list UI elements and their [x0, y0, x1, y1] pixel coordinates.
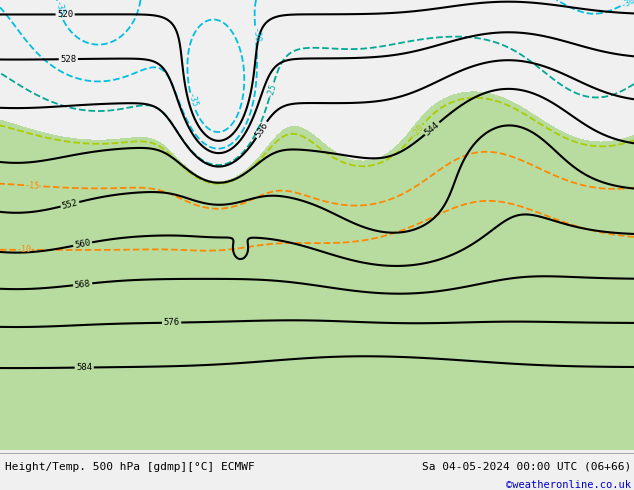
Text: 520: 520 [57, 10, 73, 19]
Text: 536: 536 [254, 121, 269, 139]
Text: -15: -15 [24, 181, 39, 191]
Text: 528: 528 [60, 54, 77, 64]
Text: -20: -20 [409, 122, 426, 140]
Text: Sa 04-05-2024 00:00 UTC (06+66): Sa 04-05-2024 00:00 UTC (06+66) [422, 462, 631, 472]
Text: 568: 568 [74, 279, 91, 290]
Text: -30: -30 [619, 0, 634, 10]
Text: 584: 584 [76, 363, 93, 372]
Text: -35: -35 [53, 0, 65, 17]
Text: 544: 544 [423, 120, 441, 137]
Text: 560: 560 [74, 238, 91, 250]
Text: -30: -30 [250, 27, 261, 43]
Text: ©weatheronline.co.uk: ©weatheronline.co.uk [506, 480, 631, 490]
Text: 552: 552 [61, 198, 79, 211]
Text: Height/Temp. 500 hPa [gdmp][°C] ECMWF: Height/Temp. 500 hPa [gdmp][°C] ECMWF [5, 462, 255, 472]
Text: 576: 576 [164, 318, 180, 327]
Text: -35: -35 [186, 92, 198, 109]
Text: -25: -25 [265, 82, 278, 98]
Text: -10: -10 [16, 245, 31, 254]
